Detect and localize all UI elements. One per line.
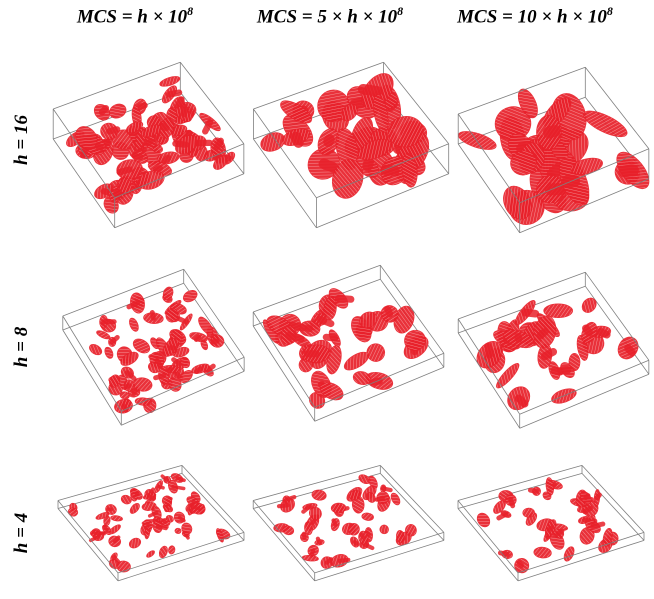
box-wireframe-front xyxy=(457,271,650,429)
column-header-1: MCS = h × 108 xyxy=(30,4,240,28)
row-label-h4: h = 4 xyxy=(2,498,42,568)
simulation-box-h4-t3 xyxy=(457,465,645,582)
box-wireframe xyxy=(457,465,645,541)
box-wireframe-front xyxy=(52,61,245,229)
domain-blobs xyxy=(476,297,639,411)
column-header-2: MCS = 5 × h × 108 xyxy=(225,4,435,28)
box-wireframe-front xyxy=(252,264,445,422)
domain-blobs xyxy=(262,288,429,409)
box-wireframe-front xyxy=(57,465,245,582)
simulation-box-h4-t1 xyxy=(57,465,245,582)
box-wireframe-front xyxy=(62,268,245,426)
domain-blobs xyxy=(260,73,430,199)
panel-h8-t2 xyxy=(245,258,450,438)
panel-h16-t1 xyxy=(45,55,250,235)
simulation-box-h8-t2 xyxy=(252,264,445,422)
simulation-box-h8-t3 xyxy=(457,271,650,429)
panel-h16-t3 xyxy=(450,60,654,240)
box-wireframe-front xyxy=(252,465,445,582)
domain-blobs xyxy=(66,76,236,214)
panel-h4-t1 xyxy=(50,460,250,595)
domain-blobs xyxy=(457,88,650,225)
row-label-h16-text: h = 16 xyxy=(11,115,32,165)
row-label-h16: h = 16 xyxy=(2,105,42,175)
box-wireframe-front xyxy=(252,61,450,229)
panel-h8-t1 xyxy=(55,262,250,442)
row-label-h8: h = 8 xyxy=(2,312,42,382)
column-header-3: MCS = 10 × h × 108 xyxy=(430,4,640,28)
domain-blobs xyxy=(89,286,225,414)
box-wireframe-front xyxy=(457,66,650,234)
box-wireframe-front xyxy=(457,465,645,582)
domain-blobs xyxy=(67,473,231,573)
row-label-h4-text: h = 4 xyxy=(11,512,32,554)
domain-blobs xyxy=(476,477,619,574)
column-header-3-text: MCS = 10 × h × 10 xyxy=(457,6,607,28)
simulation-box-h16-t3 xyxy=(457,66,650,234)
panel-h4-t2 xyxy=(245,460,450,595)
column-header-2-text: MCS = 5 × h × 10 xyxy=(256,6,398,28)
box-wireframe xyxy=(57,465,245,541)
domain-blobs xyxy=(273,474,417,569)
panel-h16-t2 xyxy=(245,55,455,235)
panel-h4-t3 xyxy=(450,460,650,595)
simulation-box-h16-t2 xyxy=(252,61,450,229)
simulation-box-h4-t2 xyxy=(252,465,445,582)
panel-h8-t3 xyxy=(450,265,654,445)
row-label-h8-text: h = 8 xyxy=(11,326,32,368)
column-header-1-text: MCS = h × 10 xyxy=(76,6,188,28)
column-header-3-exponent: 8 xyxy=(606,4,613,18)
simulation-box-h16-t1 xyxy=(52,61,245,229)
simulation-box-h8-t1 xyxy=(62,268,245,426)
column-header-2-exponent: 8 xyxy=(397,4,404,18)
column-header-1-exponent: 8 xyxy=(187,4,194,18)
